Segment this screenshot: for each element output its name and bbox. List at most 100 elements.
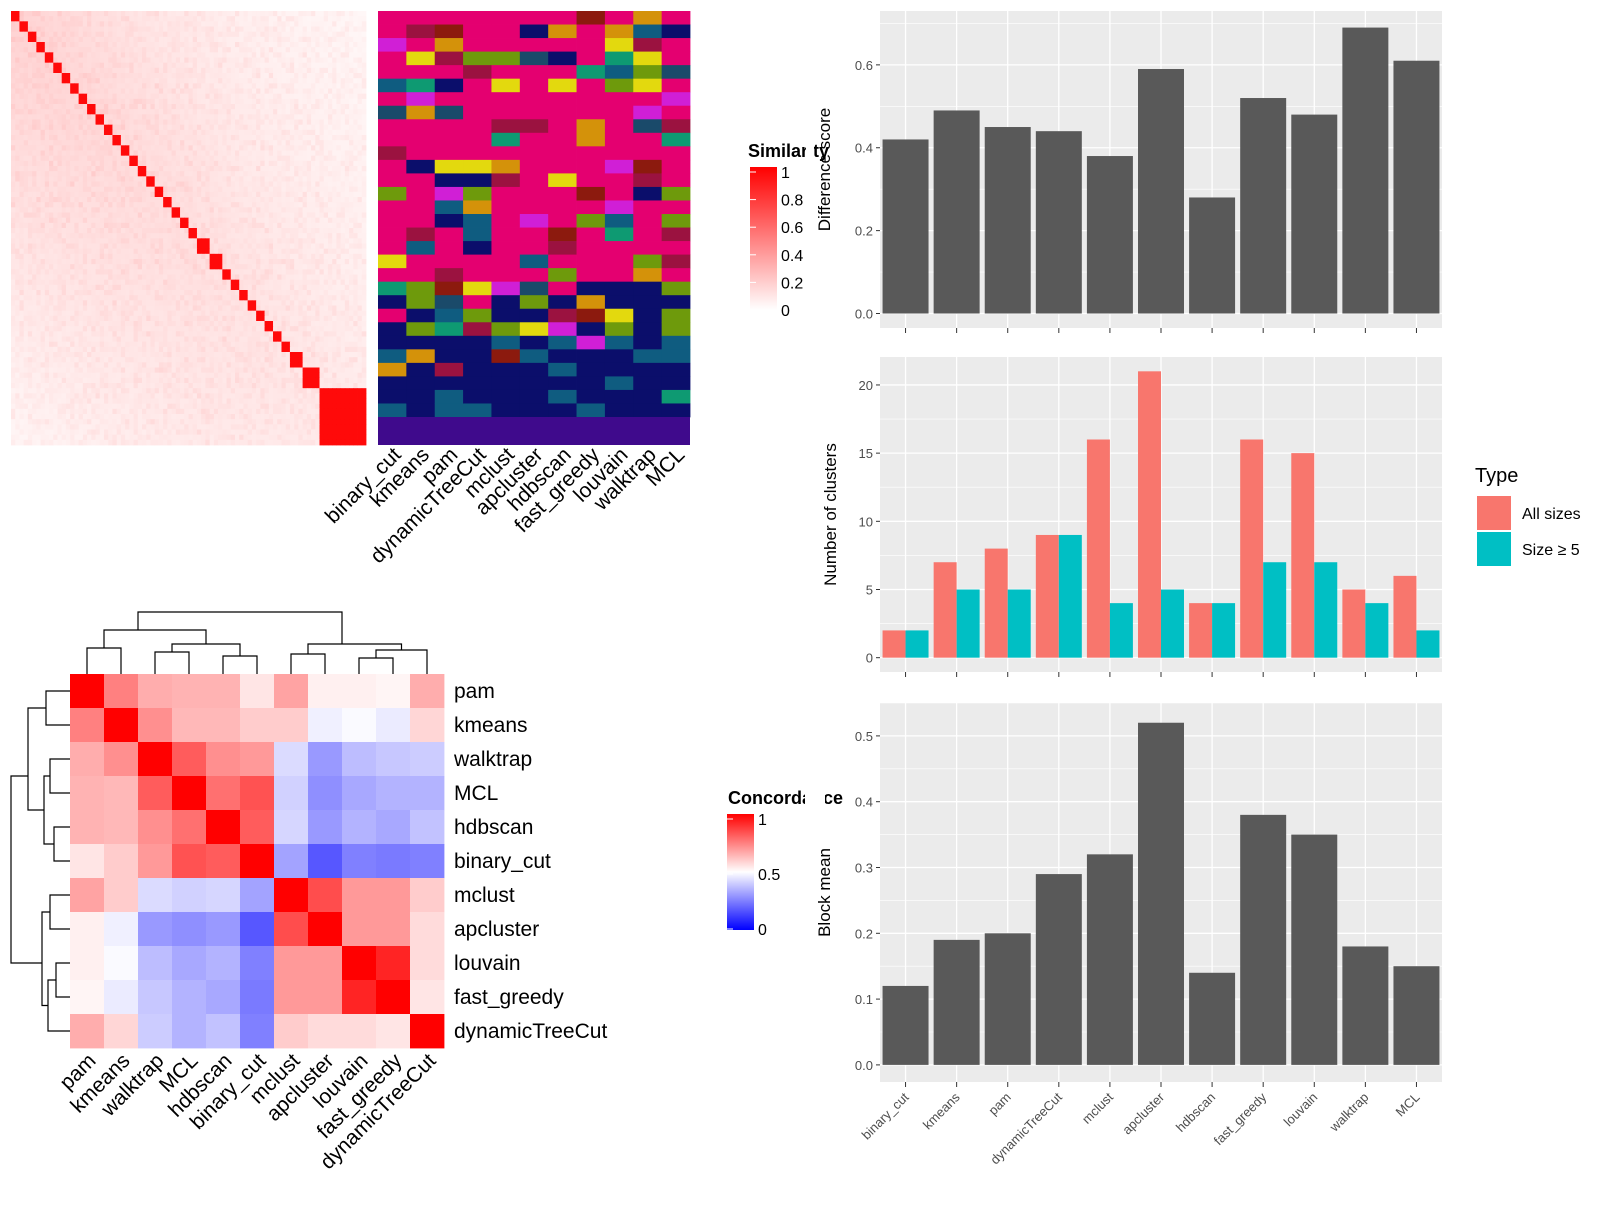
similarity-cell — [120, 57, 126, 64]
similarity-cell — [323, 160, 329, 167]
similarity-cell — [146, 269, 151, 275]
similarity-cell — [70, 202, 75, 208]
similarity-cell — [315, 171, 320, 177]
similarity-cell — [268, 202, 274, 208]
similarity-cell — [273, 145, 278, 151]
similarity-cell — [311, 47, 316, 53]
similarity-cell — [289, 264, 295, 270]
similarity-cell — [175, 243, 181, 250]
similarity-cell — [264, 310, 270, 317]
similarity-cell — [247, 36, 253, 43]
similarity-cell — [32, 42, 37, 48]
similarity-cell — [319, 253, 325, 260]
similarity-cell — [15, 305, 20, 312]
similarity-cell — [23, 52, 29, 58]
similarity-cell — [171, 36, 177, 43]
similarity-cell — [306, 83, 312, 89]
similarity-cell — [357, 62, 363, 69]
similarity-cell — [234, 248, 240, 255]
similarity-cell — [32, 145, 37, 151]
similarity-cell — [146, 274, 151, 281]
similarity-cell — [103, 259, 109, 265]
similarity-cell — [201, 160, 206, 167]
similarity-cell — [99, 315, 105, 322]
similarity-cell — [247, 62, 253, 69]
similarity-cell — [256, 47, 261, 53]
similarity-cell — [218, 52, 223, 58]
similarity-cell — [201, 217, 206, 224]
similarity-cell — [289, 202, 295, 208]
similarity-cell — [260, 269, 265, 275]
similarity-cell — [99, 228, 105, 234]
similarity-cell — [302, 238, 308, 244]
similarity-cell — [103, 222, 109, 229]
similarity-cell — [49, 248, 54, 255]
similarity-cell — [222, 93, 227, 100]
similarity-cell — [167, 253, 172, 260]
similarity-cell — [137, 124, 143, 131]
similarity-cell — [108, 284, 113, 291]
similarity-cell — [268, 47, 274, 53]
similarity-cell — [32, 228, 37, 234]
similarity-cell — [158, 98, 164, 105]
similarity-cell — [289, 140, 295, 146]
similarity-cell — [268, 166, 274, 172]
similarity-cell — [340, 36, 346, 43]
similarity-cell — [44, 135, 50, 141]
similarity-cell — [239, 150, 244, 157]
similarity-cell — [70, 233, 75, 239]
similarity-cell — [311, 78, 316, 84]
similarity-cell — [188, 11, 194, 17]
similarity-cell — [78, 315, 84, 322]
similarity-cell — [15, 62, 20, 69]
similarity-cell — [268, 269, 274, 275]
similarity-cell — [120, 248, 126, 255]
similarity-cell — [11, 150, 16, 157]
similarity-cell — [112, 135, 118, 141]
similarity-cell — [49, 124, 54, 131]
similarity-cell — [49, 88, 54, 95]
similarity-cell — [230, 26, 236, 33]
similarity-cell — [256, 52, 261, 58]
similarity-cell — [230, 145, 236, 151]
similarity-cell — [230, 73, 236, 79]
similarity-cell — [319, 42, 325, 48]
similarity-cell — [167, 62, 172, 69]
similarity-cell — [15, 310, 20, 317]
similarity-cell — [294, 47, 299, 53]
similarity-cell — [184, 73, 189, 79]
similarity-cell — [361, 300, 367, 306]
similarity-cell — [357, 295, 363, 301]
similarity-cell — [353, 243, 358, 250]
similarity-cell — [129, 31, 134, 38]
similarity-cell — [19, 124, 25, 131]
similarity-cell — [27, 310, 33, 317]
similarity-cell — [146, 171, 151, 177]
similarity-cell — [15, 238, 20, 244]
similarity-cell — [251, 274, 257, 281]
similarity-cell — [281, 253, 287, 260]
similarity-cell — [65, 212, 71, 219]
similarity-cell — [323, 26, 329, 33]
similarity-cell — [285, 16, 291, 22]
similarity-cell — [188, 129, 194, 136]
similarity-cell — [44, 197, 50, 203]
similarity-cell — [205, 222, 211, 229]
similarity-cell — [213, 290, 219, 296]
similarity-cell — [49, 284, 54, 291]
similarity-cell — [103, 109, 109, 115]
similarity-cell — [277, 11, 282, 17]
similarity-cell — [218, 264, 223, 270]
similarity-cell — [99, 98, 105, 105]
similarity-cell — [142, 124, 147, 131]
similarity-cell — [112, 16, 118, 22]
similarity-cell — [243, 73, 249, 79]
similarity-cell — [209, 181, 215, 188]
similarity-cell — [78, 114, 84, 120]
similarity-cell — [95, 233, 101, 239]
similarity-cell — [192, 124, 198, 131]
similarity-cell — [281, 243, 287, 250]
similarity-cell — [323, 31, 329, 38]
similarity-cell — [53, 145, 58, 151]
similarity-cell — [306, 300, 312, 306]
